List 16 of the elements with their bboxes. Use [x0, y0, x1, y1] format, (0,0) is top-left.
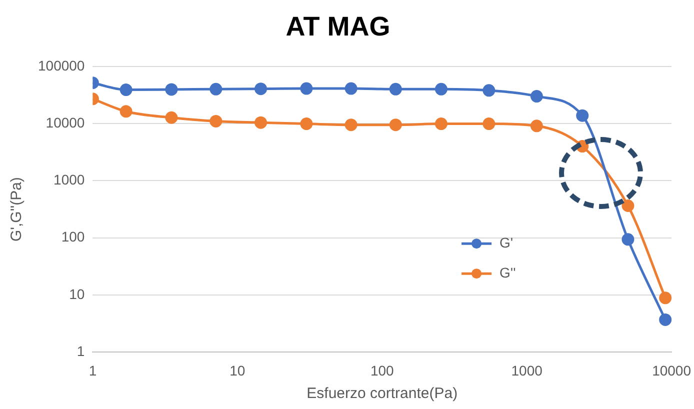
- y-tick-label: 1: [76, 343, 85, 360]
- y-tick-label: 10: [69, 286, 85, 302]
- y-tick-label: 100: [61, 228, 85, 245]
- y-axis-title: G',G''(Pa): [8, 177, 26, 242]
- x-tick-label: 10: [230, 362, 246, 378]
- legend-label: G': [500, 234, 514, 250]
- legend-label: G'': [500, 264, 516, 280]
- x-tick-label: 1000: [511, 362, 543, 378]
- y-tick-label: 1000: [54, 172, 85, 188]
- y-tick-label: 10000: [46, 114, 85, 130]
- x-axis-title: Esfuerzo cortrante(Pa): [306, 385, 458, 402]
- x-tick-label: 1: [88, 362, 97, 378]
- y-tick-label: 100000: [38, 57, 85, 74]
- chart-title: AT MAG: [286, 12, 390, 42]
- x-tick-label: 100: [370, 362, 394, 378]
- x-tick-label: 10000: [652, 362, 692, 378]
